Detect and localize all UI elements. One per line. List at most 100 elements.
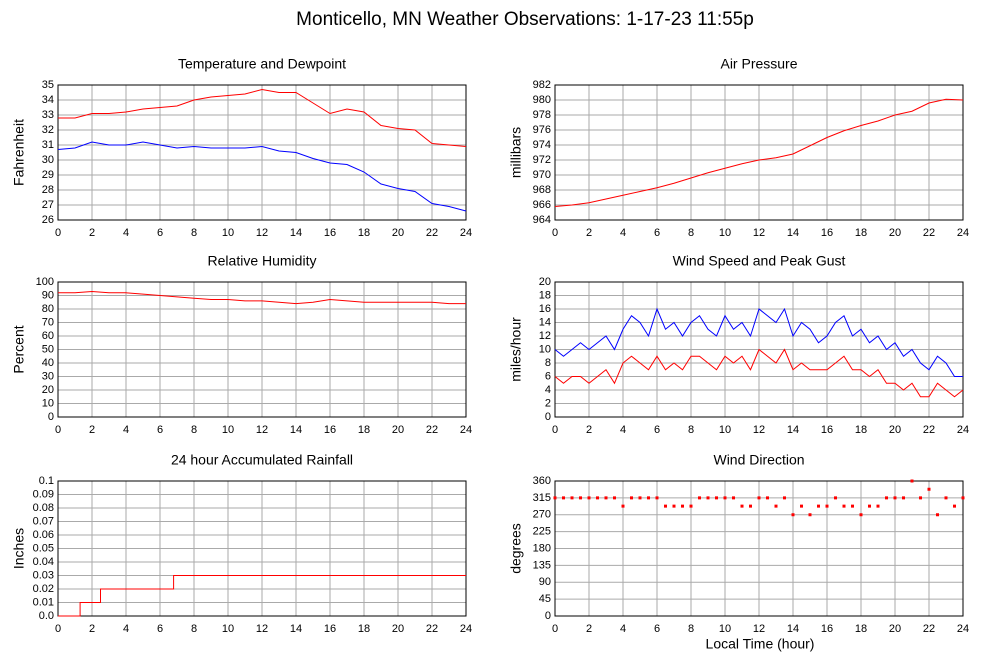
data-point [621, 504, 625, 508]
x-tick-label: 8 [191, 424, 197, 436]
x-tick-label: 4 [620, 227, 626, 239]
data-point [698, 496, 701, 500]
x-tick-label: 14 [290, 227, 302, 239]
y-tick-label: 30 [42, 154, 54, 166]
x-tick-label: 20 [392, 227, 404, 239]
y-tick-label: 90 [42, 289, 54, 301]
x-tick-label: 10 [719, 623, 731, 635]
data-point [596, 496, 599, 500]
y-tick-label: 0.1 [39, 475, 54, 487]
data-point [774, 504, 778, 508]
x-tick-label: 4 [620, 623, 626, 635]
y-tick-label: 964 [533, 214, 551, 226]
data-point [613, 496, 616, 500]
x-tick-label: 8 [191, 623, 197, 635]
x-tick-label: 2 [89, 623, 95, 635]
data-point [936, 513, 939, 517]
x-tick-label: 4 [123, 424, 129, 436]
data-point [553, 496, 557, 500]
y-tick-label: 0.05 [33, 542, 54, 554]
data-point [766, 496, 769, 500]
y-tick-label: 0.09 [33, 488, 54, 500]
data-line [554, 307, 963, 377]
y-tick-label: 90 [539, 576, 551, 588]
x-tick-label: 6 [157, 623, 163, 635]
y-tick-label: 180 [533, 542, 551, 554]
x-tick-label: 16 [821, 227, 833, 239]
x-tick-label: 22 [923, 227, 935, 239]
data-point [638, 496, 642, 500]
y-tick-label: 970 [533, 169, 551, 181]
y-tick-label: 100 [36, 276, 54, 288]
x-tick-label: 2 [586, 227, 592, 239]
x-tick-label: 20 [889, 227, 901, 239]
x-tick-label: 12 [256, 623, 268, 635]
x-tick-label: 6 [157, 424, 163, 436]
y-tick-label: 18 [539, 289, 551, 301]
x-tick-label: 24 [460, 227, 472, 239]
data-point [800, 504, 803, 508]
y-tick-label: 10 [42, 397, 54, 409]
y-tick-label: 10 [539, 343, 551, 355]
plot-frame [57, 281, 467, 418]
x-tick-label: 10 [719, 424, 731, 436]
y-tick-label: 0.02 [33, 583, 54, 595]
data-line [58, 88, 467, 147]
x-tick-label: 16 [324, 227, 336, 239]
data-point [715, 496, 718, 500]
chart-title: Wind Speed and Peak Gust [673, 253, 846, 269]
data-point [681, 504, 684, 508]
x-tick-label: 22 [426, 227, 438, 239]
data-point [885, 496, 888, 500]
x-tick-label: 14 [787, 227, 799, 239]
y-tick-label: 225 [533, 526, 551, 538]
y-tick-label: 31 [42, 139, 54, 151]
chart-title: Air Pressure [720, 56, 797, 72]
x-tick-label: 6 [654, 424, 660, 436]
data-point [562, 496, 565, 500]
x-tick-label: 6 [157, 227, 163, 239]
y-tick-label: 974 [533, 139, 551, 151]
chart-title: Relative Humidity [208, 253, 317, 269]
x-tick-label: 12 [256, 424, 268, 436]
x-tick-label: 18 [855, 227, 867, 239]
x-tick-label: 4 [123, 227, 129, 239]
y-tick-label: 966 [533, 199, 551, 211]
y-tick-label: 20 [42, 384, 54, 396]
y-tick-label: 50 [42, 343, 54, 355]
data-point [689, 504, 693, 508]
y-axis-label: millibars [508, 127, 524, 178]
y-tick-label: 80 [42, 303, 54, 315]
y-tick-label: 60 [42, 330, 54, 342]
y-tick-label: 28 [42, 184, 54, 196]
x-tick-label: 18 [358, 424, 370, 436]
y-tick-label: 45 [539, 593, 551, 605]
y-tick-label: 0.08 [33, 502, 54, 514]
x-tick-label: 24 [460, 623, 472, 635]
data-point [740, 504, 744, 508]
data-point [723, 496, 727, 500]
y-tick-label: 29 [42, 169, 54, 181]
x-tick-label: 14 [787, 623, 799, 635]
x-tick-label: 2 [89, 227, 95, 239]
data-point [902, 496, 905, 500]
data-point [587, 496, 591, 500]
y-tick-label: 6 [545, 370, 551, 382]
y-tick-label: 2 [545, 397, 551, 409]
y-tick-label: 12 [539, 330, 551, 342]
x-tick-label: 10 [222, 227, 234, 239]
x-tick-label: 20 [392, 424, 404, 436]
x-tick-label: 8 [688, 623, 694, 635]
x-tick-label: 12 [753, 227, 765, 239]
data-point [944, 496, 948, 500]
data-point [749, 504, 752, 508]
x-tick-label: 18 [358, 227, 370, 239]
y-tick-label: 968 [533, 184, 551, 196]
data-point [859, 513, 863, 517]
data-point [672, 504, 676, 508]
data-point [817, 504, 820, 508]
data-line [58, 575, 466, 617]
y-tick-label: 980 [533, 94, 551, 106]
data-point [579, 496, 582, 500]
